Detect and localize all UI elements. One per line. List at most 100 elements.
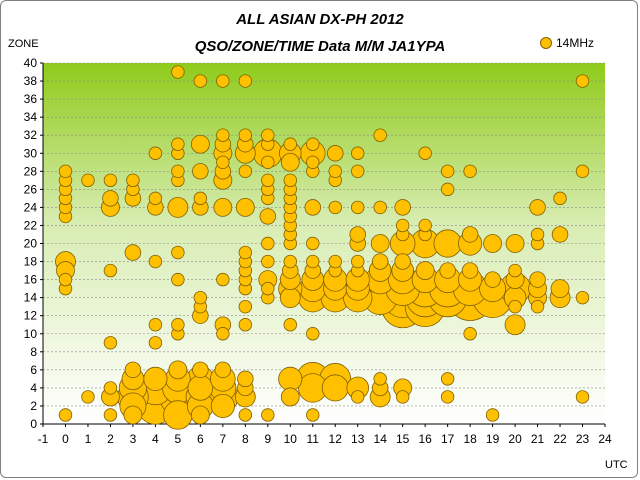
- data-bubble: [190, 134, 210, 154]
- data-bubble: [483, 234, 503, 253]
- y-tick-label: 40: [24, 56, 38, 70]
- data-bubble: [58, 164, 73, 179]
- x-tick-label: 21: [531, 432, 545, 446]
- data-bubble: [351, 390, 365, 404]
- y-tick-label: 30: [24, 146, 38, 160]
- data-bubble: [123, 405, 143, 425]
- x-tick-label: 18: [463, 432, 477, 446]
- y-tick-label: 34: [24, 110, 38, 124]
- data-bubble: [102, 190, 119, 207]
- data-bubble: [370, 234, 390, 253]
- data-bubble: [306, 327, 320, 341]
- data-bubble: [171, 272, 185, 287]
- data-bubble: [261, 281, 275, 296]
- y-tick-label: 2: [30, 399, 37, 413]
- data-bubble: [371, 253, 389, 270]
- chart-subtitle: QSO/ZONE/TIME Data M/M JA1YPA: [194, 38, 446, 55]
- data-bubble: [81, 173, 95, 188]
- data-bubble: [238, 318, 253, 332]
- data-bubble: [238, 245, 253, 260]
- x-tick-label: 20: [508, 432, 522, 446]
- data-bubble: [171, 318, 185, 332]
- x-tick-label: 15: [396, 432, 410, 446]
- data-bubble: [190, 405, 210, 425]
- x-tick-label: 5: [175, 432, 182, 446]
- y-tick-label: 36: [24, 92, 38, 106]
- data-bubble: [394, 253, 411, 270]
- x-tick-label: 3: [130, 432, 137, 446]
- data-bubble: [351, 200, 365, 215]
- data-bubble: [306, 137, 320, 151]
- data-bubble: [321, 374, 349, 402]
- data-bubble: [124, 361, 142, 379]
- data-bubble: [508, 299, 522, 314]
- x-tick-label: 11: [307, 432, 320, 446]
- data-bubble: [58, 272, 73, 287]
- data-bubble: [328, 254, 342, 269]
- data-bubble: [394, 199, 411, 216]
- data-bubble: [530, 227, 545, 242]
- data-bubble: [238, 299, 253, 314]
- x-tick-label: 7: [219, 432, 226, 446]
- x-axis-label: UTC: [605, 459, 628, 471]
- data-bubble: [418, 218, 432, 233]
- data-bubble: [440, 390, 455, 404]
- data-bubble: [261, 128, 275, 142]
- data-bubble: [238, 128, 253, 142]
- data-bubble: [216, 272, 230, 287]
- y-tick-label: 24: [24, 200, 38, 214]
- data-bubble: [440, 164, 455, 179]
- data-bubble: [529, 199, 546, 216]
- data-bubble: [58, 408, 73, 422]
- data-bubble: [261, 173, 275, 188]
- x-tick-label: 16: [418, 432, 432, 446]
- data-bubble: [440, 182, 455, 197]
- x-tick-label: 24: [598, 432, 612, 446]
- x-tick-label: 6: [197, 432, 204, 446]
- data-bubble: [395, 218, 410, 233]
- data-bubble: [461, 262, 479, 279]
- data-bubble: [504, 314, 526, 336]
- data-bubble: [171, 137, 185, 151]
- y-axis-label: ZONE: [8, 38, 39, 50]
- data-bubble: [283, 137, 297, 151]
- y-tick-label: 14: [24, 291, 38, 305]
- data-bubble: [261, 155, 275, 169]
- data-bubble: [81, 390, 95, 404]
- x-tick-labels: -1 0 1 2 3 4 5 6 7 8 9 10 11 12 13 14 15 16 17 18 19 20 21 22 23…: [38, 424, 612, 446]
- data-bubble: [283, 318, 297, 332]
- data-bubble: [261, 236, 275, 251]
- data-bubble: [283, 173, 297, 188]
- legend-marker: [540, 37, 552, 49]
- data-bubble: [193, 290, 208, 305]
- data-bubble: [395, 390, 410, 404]
- x-tick-label: 9: [264, 432, 271, 446]
- data-bubble: [304, 199, 321, 216]
- data-bubble: [171, 65, 185, 79]
- data-bubble: [328, 200, 342, 215]
- data-bubble: [103, 381, 118, 395]
- data-bubble: [280, 152, 300, 172]
- data-bubble: [237, 370, 254, 388]
- x-tick-label: 12: [329, 432, 343, 446]
- data-bubble: [530, 299, 545, 314]
- data-bubble: [103, 263, 118, 278]
- data-bubble: [463, 164, 477, 179]
- data-bubble: [192, 361, 209, 379]
- data-bubble: [213, 197, 233, 217]
- data-bubble: [440, 372, 455, 386]
- data-bubble: [235, 197, 255, 217]
- data-bubble: [485, 408, 500, 422]
- y-tick-label: 8: [30, 345, 37, 359]
- data-bubble: [103, 173, 118, 188]
- data-bubble: [187, 375, 214, 401]
- data-bubble: [238, 408, 253, 422]
- x-tick-label: 0: [62, 432, 69, 446]
- y-tick-label: 28: [24, 164, 38, 178]
- data-bubble: [551, 226, 569, 243]
- data-bubble: [508, 263, 522, 278]
- x-tick-label: 19: [486, 432, 500, 446]
- data-bubble: [278, 366, 303, 391]
- data-bubble: [126, 173, 140, 188]
